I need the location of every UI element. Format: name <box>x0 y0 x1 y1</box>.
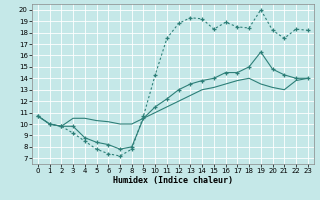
X-axis label: Humidex (Indice chaleur): Humidex (Indice chaleur) <box>113 176 233 185</box>
